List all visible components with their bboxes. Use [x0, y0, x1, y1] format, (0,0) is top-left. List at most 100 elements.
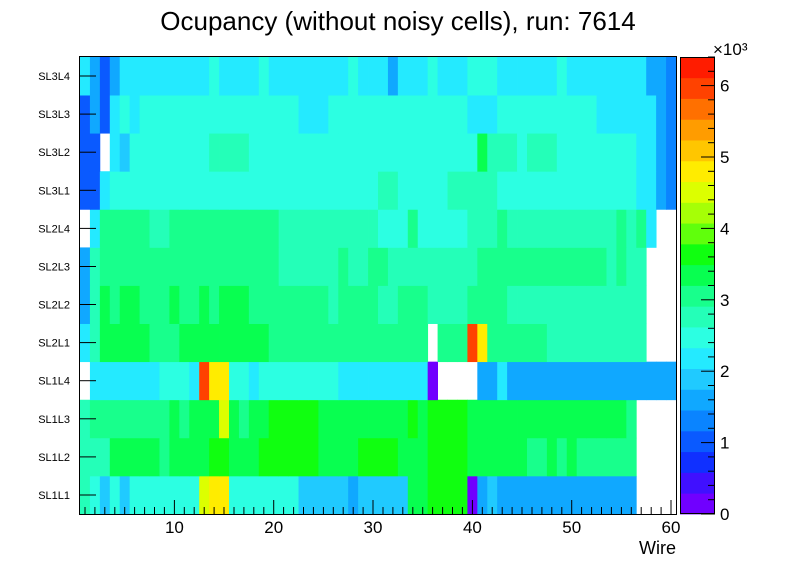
heatmap-cell-sl2l4-wire-32 [387, 209, 399, 248]
heatmap-cell-sl1l4-wire-51 [576, 361, 587, 401]
heatmap-cell-sl2l4-wire-17 [238, 209, 250, 248]
color-scale-bar: 0 1 2 3 4 5 6 [680, 56, 729, 524]
heatmap-cell-sl1l2-wire-30 [368, 437, 379, 477]
heatmap-cell-sl2l3-wire-13 [199, 247, 210, 286]
heatmap-cell-sl3l1-wire-51 [576, 171, 587, 210]
heatmap-cell-sl1l3-wire-55 [616, 399, 627, 439]
heatmap-cell-sl1l3-wire-27 [338, 399, 349, 439]
heatmap-cell-sl3l1-wire-29 [358, 171, 369, 210]
heatmap-cell-sl3l3-wire-24 [308, 95, 319, 134]
heatmap-cell-sl2l1-wire-23 [298, 323, 309, 363]
heatmap-cell-sl3l4-wire-53 [596, 57, 607, 96]
heatmap-cell-sl2l3-wire-9 [159, 247, 170, 286]
heatmap-cell-sl1l2-wire-37 [437, 437, 448, 477]
heatmap-cell-sl3l3-wire-17 [238, 95, 250, 134]
heatmap-cell-sl1l3-wire-4 [109, 399, 121, 439]
heatmap-cell-sl3l4-wire-40 [467, 57, 478, 96]
heatmap-cell-sl3l3-wire-9 [159, 95, 170, 134]
color-scale-tick-label: 4 [720, 219, 729, 238]
heatmap-cell-sl3l4-wire-30 [368, 57, 379, 96]
heatmap-cell-sl1l1-wire-11 [179, 475, 190, 515]
heatmap-cell-sl2l4-wire-18 [248, 209, 260, 248]
heatmap-cell-sl3l1-wire-48 [546, 171, 558, 210]
heatmap-cell-sl2l4-wire-12 [189, 209, 200, 248]
heatmap-cell-sl3l4-wire-44 [507, 57, 518, 96]
heatmap-cell-sl1l3-wire-30 [368, 399, 379, 439]
heatmap-cell-sl2l2-wire-57 [636, 285, 647, 324]
heatmap-cell-sl3l1-wire-31 [378, 171, 389, 210]
heatmap-cell-sl2l4-wire-51 [576, 209, 587, 248]
heatmap-cell-sl2l2-wire-32 [387, 285, 399, 324]
color-scale-swatch [680, 285, 715, 307]
heatmap-cell-sl1l2-wire-8 [149, 437, 160, 477]
heatmap-cell-sl2l2-wire-55 [616, 285, 627, 324]
heatmap-cell-sl2l2-wire-50 [566, 285, 578, 324]
heatmap-cell-sl2l4-wire-56 [626, 209, 637, 248]
heatmap-cell-sl3l1-wire-49 [556, 171, 568, 210]
heatmap-cell-sl3l3-wire-49 [556, 95, 568, 134]
heatmap-cell-sl3l2-wire-30 [368, 133, 379, 172]
heatmap-cell-sl3l1-wire-4 [109, 171, 121, 210]
heatmap-cell-sl2l2-wire-39 [457, 285, 468, 324]
heatmap-cell-sl1l3-wire-49 [556, 399, 568, 439]
heatmap-cell-sl2l3-wire-46 [527, 247, 538, 286]
heatmap-cell-sl1l1-wire-5 [119, 475, 131, 515]
heatmap-cell-sl3l3-wire-15 [219, 95, 230, 134]
heatmap-cell-sl2l4-wire-24 [308, 209, 319, 248]
color-scale-swatch [680, 223, 715, 245]
heatmap-cell-sl1l4-wire-4 [109, 361, 121, 401]
heatmap-cell-sl2l1-wire-33 [397, 323, 409, 363]
heatmap-cell-sl3l1-wire-13 [199, 171, 210, 210]
heatmap-cell-sl2l3-wire-50 [566, 247, 578, 286]
heatmap-cell-sl3l1-wire-41 [477, 171, 488, 210]
heatmap-cell-sl3l4-wire-31 [378, 57, 389, 96]
heatmap-cell-sl3l2-wire-38 [447, 133, 458, 172]
x-axis-label: Wire [639, 538, 676, 558]
heatmap-cell-sl1l1-wire-34 [407, 475, 419, 515]
heatmap-cell-sl2l4-wire-26 [328, 209, 339, 248]
heatmap-cell-sl3l1-wire-9 [159, 171, 170, 210]
heatmap-cell-sl3l2-wire-31 [378, 133, 389, 172]
heatmap-cell-sl2l1-wire-7 [139, 323, 150, 363]
heatmap-cell-sl1l2-wire-43 [497, 437, 508, 477]
heatmap-cell-sl2l3-wire-55 [616, 247, 627, 286]
heatmap-cell-sl1l3-wire-32 [387, 399, 399, 439]
heatmap-cell-sl2l1-wire-26 [328, 323, 339, 363]
heatmap-cell-sl1l4-wire-10 [169, 361, 180, 401]
heatmap-cell-sl2l4-wire-43 [497, 209, 508, 248]
heatmap-cell-sl1l1-wire-6 [129, 475, 140, 515]
heatmap-cell-sl1l3-wire-31 [378, 399, 389, 439]
heatmap-cell-sl1l2-wire-21 [278, 437, 289, 477]
heatmap-cell-sl1l4-wire-12 [189, 361, 200, 401]
heatmap-cell-sl3l4-wire-54 [606, 57, 617, 96]
heatmap-cell-sl3l2-wire-11 [179, 133, 190, 172]
heatmap-cell-sl3l2-wire-17 [238, 133, 250, 172]
heatmap-cell-sl3l4-wire-39 [457, 57, 468, 96]
heatmap-cell-sl2l4-wire-23 [298, 209, 309, 248]
heatmap-cell-sl2l4-wire-22 [288, 209, 299, 248]
heatmap-cell-sl3l4-wire-28 [348, 57, 359, 96]
heatmap-cell-sl1l1-wire-28 [348, 475, 359, 515]
color-scale-tick-label: 2 [720, 362, 729, 381]
heatmap-cell-sl3l4-wire-41 [477, 57, 488, 96]
heatmap-cell-sl3l1-wire-21 [278, 171, 289, 210]
heatmap-cell-sl2l2-wire-11 [179, 285, 190, 324]
heatmap-cell-sl2l3-wire-22 [288, 247, 299, 286]
heatmap-cell-sl2l3-wire-52 [586, 247, 597, 286]
heatmap-cell-sl1l4-wire-6 [129, 361, 140, 401]
heatmap-cell-sl3l3-wire-18 [248, 95, 260, 134]
heatmap-cell-sl1l4-wire-11 [179, 361, 190, 401]
heatmap-cell-sl2l1-wire-55 [616, 323, 627, 363]
heatmap-cell-sl1l2-wire-16 [229, 437, 240, 477]
heatmap-cell-sl2l2-wire-42 [487, 285, 498, 324]
heatmap-cell-sl1l2-wire-38 [447, 437, 458, 477]
heatmap-cell-sl2l3-wire-21 [278, 247, 289, 286]
heatmap-cell-sl1l4-wire-5 [119, 361, 131, 401]
heatmap-cell-sl1l2-wire-54 [606, 437, 617, 477]
heatmap-cell-sl3l2-wire-37 [437, 133, 448, 172]
heatmap-cells [80, 57, 677, 515]
heatmap-cell-sl3l2-wire-20 [268, 133, 280, 172]
heatmap-cell-sl2l2-wire-15 [219, 285, 230, 324]
heatmap-cell-sl3l2-wire-29 [358, 133, 369, 172]
color-scale-tick-label: 0 [720, 505, 729, 524]
